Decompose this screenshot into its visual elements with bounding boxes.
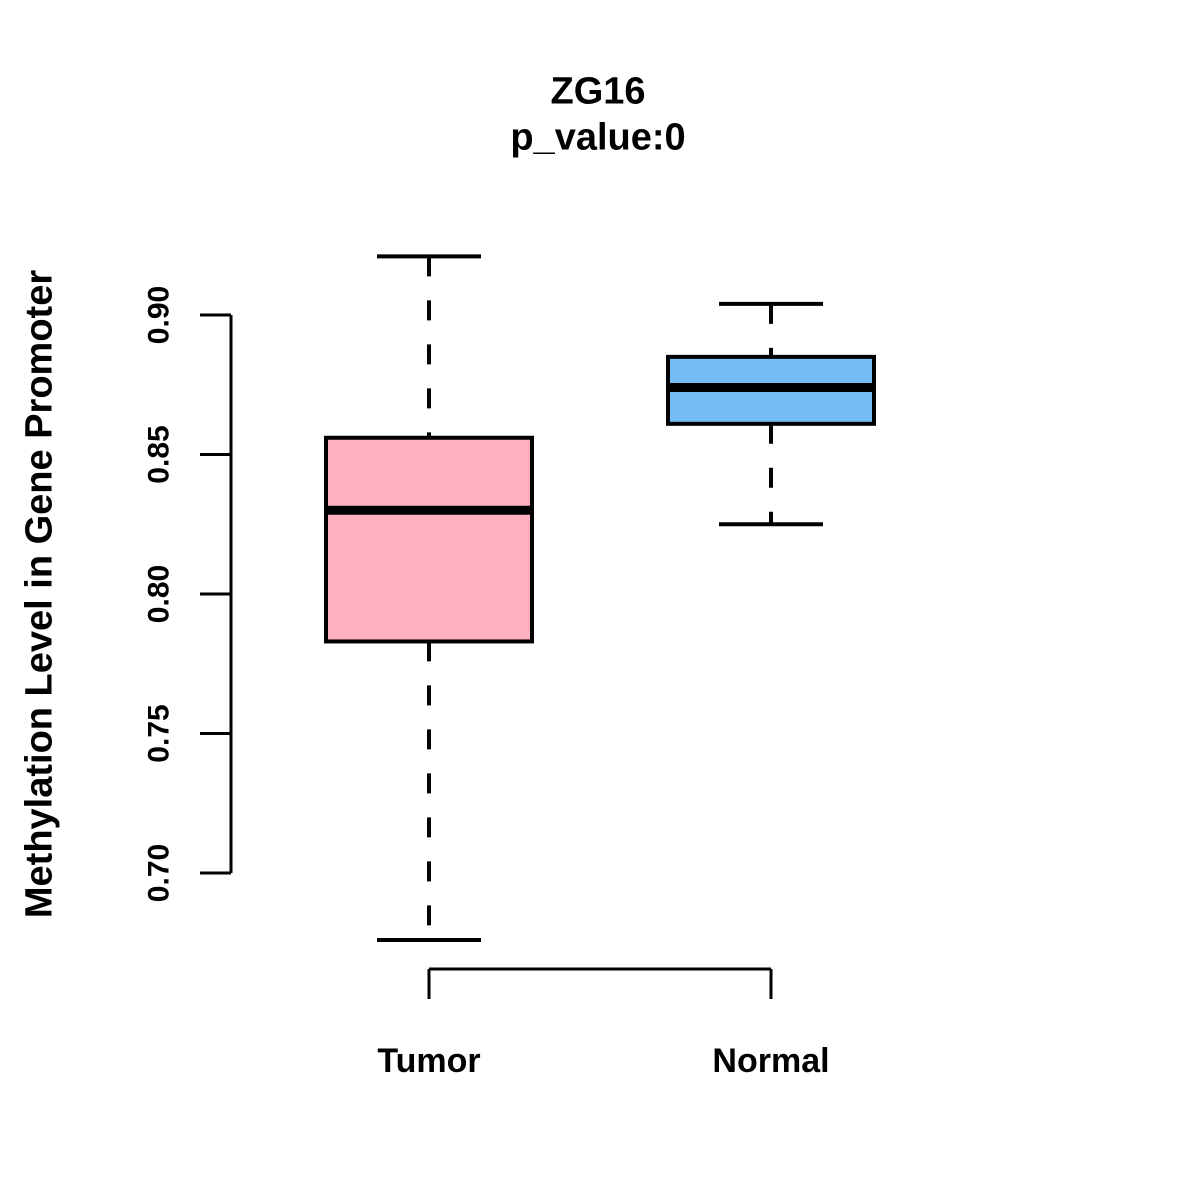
x-category-label-normal: Normal	[712, 1042, 829, 1080]
y-tick-label: 0.90	[143, 286, 176, 344]
y-axis-label: Methylation Level in Gene Promoter	[18, 269, 61, 919]
y-tick-label: 0.70	[143, 844, 176, 902]
y-tick-label: 0.80	[143, 565, 176, 623]
x-category-label-tumor: Tumor	[377, 1042, 480, 1080]
box-tumor	[324, 435, 534, 644]
y-tick-label: 0.85	[143, 425, 176, 483]
chart-title: ZG16	[550, 70, 646, 113]
y-tick-label: 0.75	[143, 704, 176, 762]
chart-subtitle: p_value:0	[510, 116, 686, 159]
